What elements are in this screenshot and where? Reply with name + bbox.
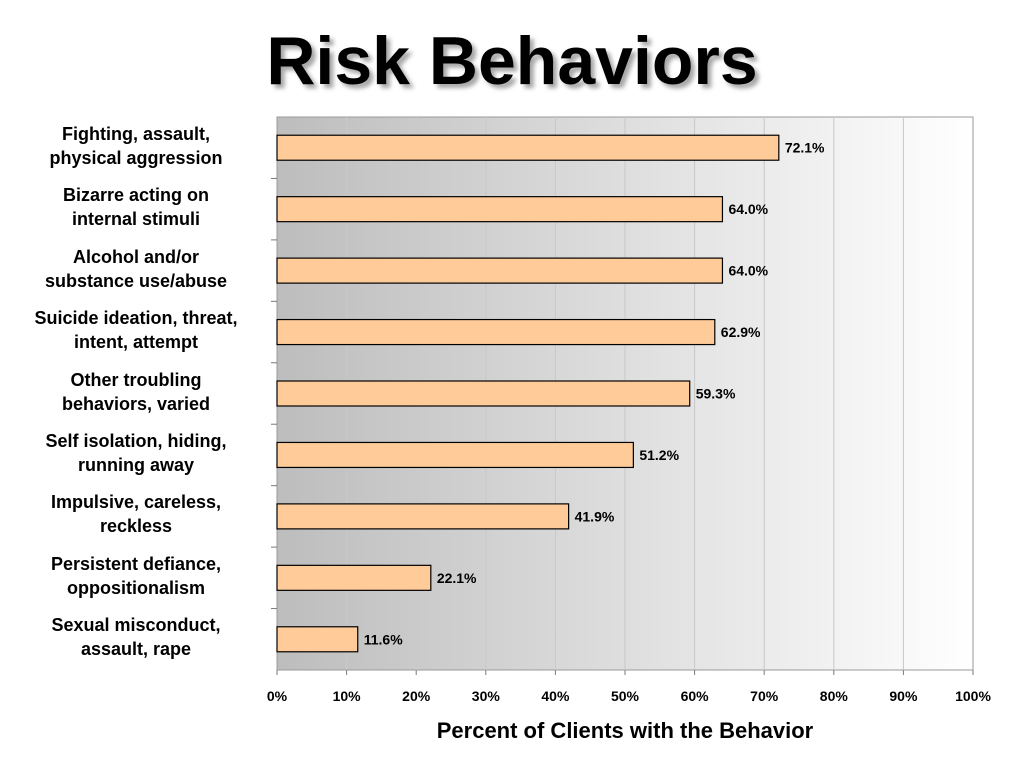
data-label: 11.6% [364, 631, 403, 647]
category-label-line: Other troubling [70, 369, 202, 390]
bar [276, 564, 432, 591]
bar [276, 134, 780, 161]
x-tick-label: 90% [889, 688, 918, 704]
category-label-line: Persistent defiance, [50, 553, 222, 574]
bar [276, 380, 691, 407]
category-label-line: Self isolation, hiding, [45, 430, 227, 451]
x-tick-label: 0% [267, 688, 288, 704]
category-label: Other troubling behaviors, varied [11, 368, 261, 416]
category-label-line: Fighting, assault, [61, 123, 210, 144]
x-tick-label: 50% [611, 688, 640, 704]
category-label: Suicide ideation, threat, intent, attempt [11, 306, 261, 354]
bar [276, 257, 724, 284]
data-label: 51.2% [639, 447, 679, 463]
category-label-line: Impulsive, careless, [50, 492, 222, 513]
data-label: 64.0% [728, 263, 768, 279]
bar-series [276, 134, 780, 653]
x-tick-label: 100% [955, 688, 991, 704]
category-label-line: assault, rape [80, 639, 192, 660]
x-tick-label: 30% [472, 688, 501, 704]
x-axis-label: Percent of Clients with the Behavior [436, 718, 814, 743]
x-tick-label: 60% [681, 688, 710, 704]
x-tick-label: 80% [820, 688, 849, 704]
category-label-line: internal stimuli [71, 209, 201, 230]
chart-title: Risk Behaviors [266, 23, 758, 99]
category-label: Sexual misconduct, assault, rape [11, 613, 261, 661]
bar [276, 503, 570, 530]
data-label: 59.3% [696, 386, 736, 402]
category-label-line: behaviors, varied [61, 393, 211, 414]
category-label: Impulsive, careless, reckless [11, 490, 261, 538]
category-label-line: physical aggression [49, 147, 223, 168]
bar [276, 441, 634, 469]
data-label: 72.1% [785, 140, 825, 156]
category-label: Bizarre acting on internal stimuli [11, 183, 261, 231]
x-axis: 0% 10% 20% 30% 40% 50% 60% 70% 80% 90% 100% [267, 177, 991, 704]
category-label-line: substance use/abuse [44, 270, 228, 291]
data-label: 22.1% [437, 570, 477, 586]
x-tick-label: 20% [402, 688, 431, 704]
category-label-line: running away [77, 454, 194, 475]
data-label: 41.9% [575, 508, 615, 524]
category-label-line: Bizarre acting on [62, 185, 210, 206]
bar [276, 626, 359, 653]
category-label-line: Sexual misconduct, [51, 615, 221, 636]
category-label-line: Suicide ideation, threat, [34, 308, 238, 329]
category-label: Fighting, assault, physical aggression [11, 122, 261, 170]
bar [276, 196, 724, 223]
data-label: 62.9% [721, 324, 761, 340]
x-tick-label: 70% [750, 688, 779, 704]
x-tick-label: 40% [541, 688, 570, 704]
category-label-line: Alcohol and/or [73, 246, 199, 267]
x-tick-label: 10% [333, 688, 362, 704]
category-label-line: oppositionalism [66, 577, 205, 598]
category-label-line: intent, attempt [74, 332, 198, 353]
category-label: Self isolation, hiding, running away [11, 429, 261, 477]
bar [276, 318, 716, 346]
category-label: Persistent defiance, oppositionalism [11, 552, 261, 600]
data-label: 64.0% [728, 201, 768, 217]
data-labels: 72.1% 64.0% 64.0% 62.9% 59.3% 51.2% 41.9% 22.1%… [364, 140, 825, 648]
category-label: Alcohol and/or substance use/abuse [11, 245, 261, 293]
category-label-line: reckless [99, 516, 173, 537]
